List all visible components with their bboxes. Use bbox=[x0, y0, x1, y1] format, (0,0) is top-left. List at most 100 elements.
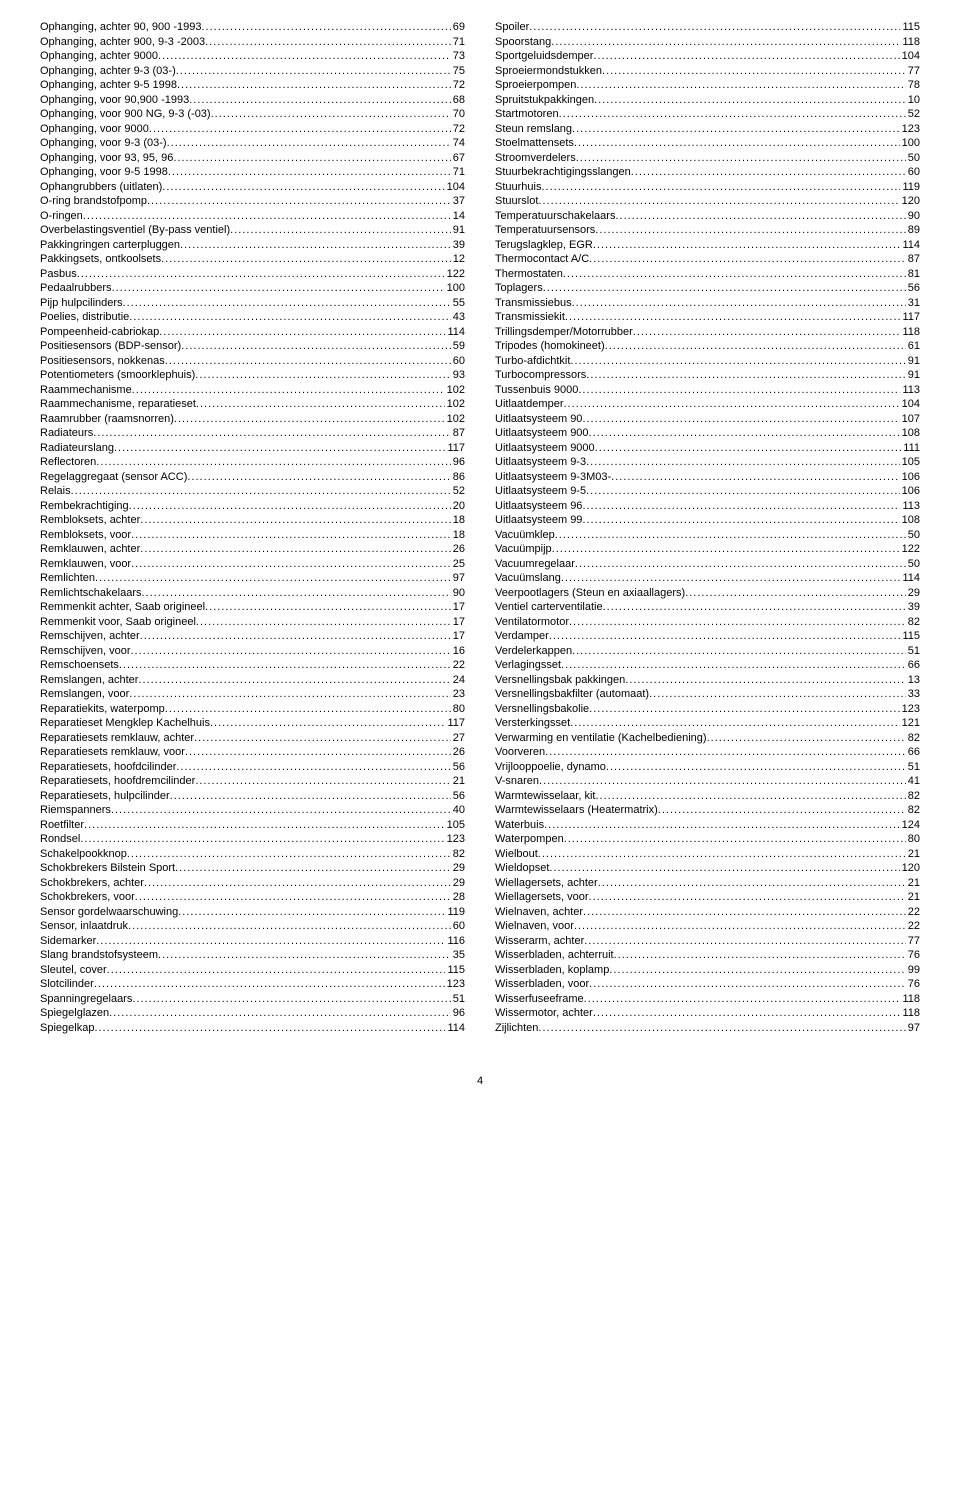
index-entry: Uitlaatsysteem 9-3M03- 106 bbox=[495, 470, 920, 485]
index-entry-label: Turbo-afdichtkit bbox=[495, 354, 570, 369]
index-entry-label: Verdamper bbox=[495, 629, 549, 644]
index-entry-label: Stuurslot bbox=[495, 194, 538, 209]
leader-dots bbox=[606, 760, 906, 775]
index-entry: Sproeierpompen 78 bbox=[495, 78, 920, 93]
index-entry: Pakkingringen carterpluggen 39 bbox=[40, 238, 465, 253]
leader-dots bbox=[574, 136, 900, 151]
index-entry-label: Rembekrachtiging bbox=[40, 499, 129, 514]
index-entry-label: Vacuümpijp bbox=[495, 542, 552, 557]
leader-dots bbox=[552, 542, 900, 557]
index-entry: V-snaren 41 bbox=[495, 774, 920, 789]
index-entry: Radiateurslang 117 bbox=[40, 441, 465, 456]
index-entry-label: Thermocontact A/C bbox=[495, 252, 589, 267]
index-entry-page: 71 bbox=[451, 35, 465, 50]
index-entry-page: 21 bbox=[906, 890, 920, 905]
index-entry-page: 120 bbox=[900, 194, 920, 209]
index-entry-page: 39 bbox=[906, 600, 920, 615]
index-entry: Slotcilinder 123 bbox=[40, 977, 465, 992]
index-entry-page: 72 bbox=[451, 78, 465, 93]
index-entry-page: 10 bbox=[906, 93, 920, 108]
leader-dots bbox=[141, 586, 450, 601]
leader-dots bbox=[175, 861, 451, 876]
index-entry-page: 124 bbox=[900, 818, 920, 833]
index-entry: Raammechanisme, reparatieset 102 bbox=[40, 397, 465, 412]
index-entry-page: 51 bbox=[451, 992, 465, 1007]
index-entry-page: 87 bbox=[906, 252, 920, 267]
index-entry-page: 51 bbox=[906, 760, 920, 775]
index-entry-page: 119 bbox=[445, 905, 465, 920]
page-number: 4 bbox=[40, 1075, 920, 1087]
index-entry-label: Remlichten bbox=[40, 571, 95, 586]
leader-dots bbox=[631, 165, 906, 180]
index-entry-page: 91 bbox=[906, 368, 920, 383]
leader-dots bbox=[615, 209, 905, 224]
index-entry: Ophanging, voor 9000 72 bbox=[40, 122, 465, 137]
leader-dots bbox=[201, 20, 450, 35]
index-entry-page: 26 bbox=[451, 745, 465, 760]
index-entry: Remschijven, achter 17 bbox=[40, 629, 465, 644]
index-entry-label: Ophanging, voor 90,900 -1993 bbox=[40, 93, 189, 108]
index-entry-page: 93 bbox=[451, 368, 465, 383]
leader-dots bbox=[593, 238, 901, 253]
index-entry-page: 56 bbox=[451, 789, 465, 804]
index-entry: Rembloksets, achter 18 bbox=[40, 513, 465, 528]
index-entry-label: Rembloksets, achter bbox=[40, 513, 140, 528]
index-entry: Stoelmattensets 100 bbox=[495, 136, 920, 151]
index-entry-page: 86 bbox=[451, 470, 465, 485]
index-entry-label: Uitlaatsysteem 9-3M03- bbox=[495, 470, 611, 485]
leader-dots bbox=[575, 557, 906, 572]
index-entry: Relais 52 bbox=[40, 484, 465, 499]
index-entry: Reparatiesets, hoofdcilinder 56 bbox=[40, 760, 465, 775]
index-entry-label: Vacuümklep bbox=[495, 528, 555, 543]
leader-dots bbox=[187, 470, 450, 485]
index-entry-label: O-ringen bbox=[40, 209, 83, 224]
leader-dots bbox=[189, 93, 451, 108]
index-entry-label: Ventilatormotor bbox=[495, 615, 569, 630]
index-entry: Startmotoren 52 bbox=[495, 107, 920, 122]
index-entry-label: Remschoensets bbox=[40, 658, 119, 673]
index-entry-page: 17 bbox=[451, 615, 465, 630]
index-entry: Uitlaatsysteem 90 107 bbox=[495, 412, 920, 427]
index-entry-label: Uitlaatsysteem 90 bbox=[495, 412, 582, 427]
index-entry-label: Uitlaatdemper bbox=[495, 397, 563, 412]
index-entry-page: 16 bbox=[451, 644, 465, 659]
index-entry-label: Sproeiermondstukken bbox=[495, 64, 602, 79]
index-entry: Spiegelglazen 96 bbox=[40, 1006, 465, 1021]
index-entry-label: Pompeenheid-cabriokap bbox=[40, 325, 159, 340]
index-entry-page: 82 bbox=[906, 789, 920, 804]
index-entry-page: 80 bbox=[451, 702, 465, 717]
index-entry: Remschijven, voor 16 bbox=[40, 644, 465, 659]
index-entry-page: 21 bbox=[906, 847, 920, 862]
index-entry: Wiellagersets, achter 21 bbox=[495, 876, 920, 891]
index-entry-label: Regelaggregaat (sensor ACC) bbox=[40, 470, 187, 485]
leader-dots bbox=[211, 107, 451, 122]
leader-dots bbox=[177, 78, 451, 93]
index-entry-label: Versterkingsset bbox=[495, 716, 570, 731]
index-entry-label: Sproeierpompen bbox=[495, 78, 576, 93]
leader-dots bbox=[159, 325, 445, 340]
index-entry: Reparatiesets, hulpcilinder 56 bbox=[40, 789, 465, 804]
index-entry-label: Spruitstukpakkingen bbox=[495, 93, 594, 108]
index-entry: Verwarming en ventilatie (Kachelbedienin… bbox=[495, 731, 920, 746]
index-entry: Ophanging, achter 9000 73 bbox=[40, 49, 465, 64]
index-entry-page: 104 bbox=[445, 180, 465, 195]
leader-dots bbox=[195, 368, 450, 383]
index-entry-page: 20 bbox=[451, 499, 465, 514]
leader-dots bbox=[147, 194, 451, 209]
index-entry-label: O-ring brandstofpomp bbox=[40, 194, 147, 209]
leader-dots bbox=[135, 890, 451, 905]
leader-dots bbox=[71, 484, 451, 499]
index-entry: Vacuumregelaar 50 bbox=[495, 557, 920, 572]
index-entry: Veerpootlagers (Steun en axiaallagers) 2… bbox=[495, 586, 920, 601]
index-entry: Ophanging, voor 90,900 -1993 68 bbox=[40, 93, 465, 108]
index-entry-page: 22 bbox=[451, 658, 465, 673]
index-entry-page: 123 bbox=[445, 832, 465, 847]
index-entry: Wielbout 21 bbox=[495, 847, 920, 862]
index-entry-label: Riemspanners bbox=[40, 803, 111, 818]
leader-dots bbox=[123, 296, 451, 311]
index-entry-page: 17 bbox=[451, 600, 465, 615]
index-entry: Uitlaatsysteem 96 113 bbox=[495, 499, 920, 514]
index-entry-label: Vacuumregelaar bbox=[495, 557, 575, 572]
index-entry-page: 115 bbox=[445, 963, 465, 978]
leader-dots bbox=[196, 615, 451, 630]
